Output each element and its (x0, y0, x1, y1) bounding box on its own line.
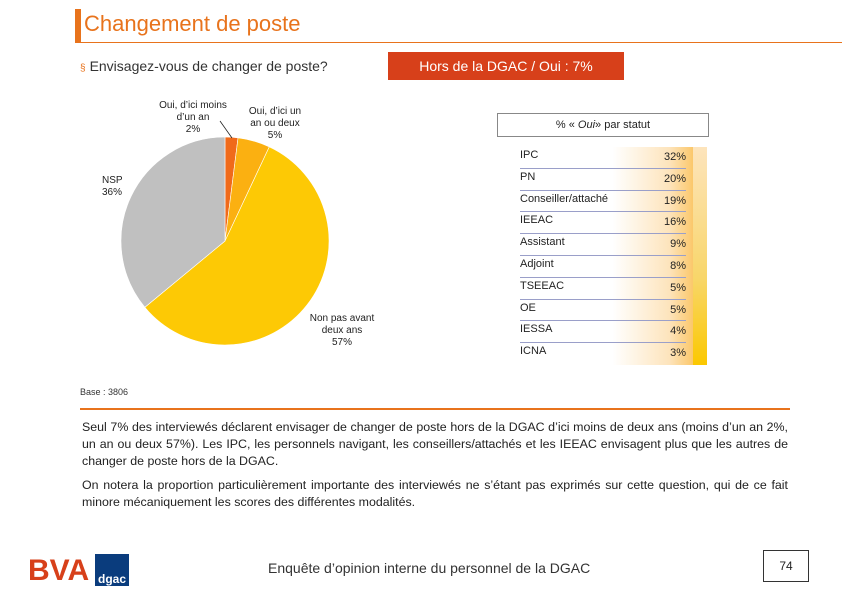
table-row-divider (520, 189, 686, 191)
table-row-divider (520, 342, 686, 344)
text-rule (80, 408, 790, 410)
pie-label-slice-1: Oui, d’ici un an ou deux 5% (248, 106, 302, 141)
bva-logo: BVA (28, 554, 89, 584)
table-row-value: 32% (663, 151, 686, 163)
table-row-value: 9% (670, 238, 686, 251)
title-accent-bar (75, 9, 81, 43)
table-row-value: 16% (663, 216, 686, 229)
page-title: Changement de poste (84, 11, 301, 36)
pie-slice-2 (144, 146, 330, 346)
table-row-value: 20% (663, 172, 686, 185)
table-row-divider (520, 167, 686, 169)
pie-label-slice-0: Oui, d’ici moins d’un an 2% (159, 100, 227, 135)
paragraph-1: Seul 7% des interviewés déclarent envisa… (82, 420, 788, 468)
table-gradient-bg (497, 147, 707, 365)
table-row-divider (520, 276, 686, 278)
table-row-divider (520, 255, 686, 256)
paragraph-2: On notera la proportion particulièrement… (82, 478, 788, 509)
base-note: Base : 3806 (80, 387, 129, 397)
table-row-value: 3% (670, 347, 686, 360)
table-row-label: IESSA (520, 323, 553, 336)
table-row-label: Conseiller/attaché (520, 192, 609, 205)
table-row-label: IEEAC (520, 214, 554, 227)
table-gradient-bar (693, 147, 707, 365)
table-row-label: IPC (520, 149, 539, 161)
table-row-value: 19% (663, 194, 686, 207)
table-row-label: TSEEAC (520, 279, 565, 292)
question: § Envisagez-vous de changer de poste? (80, 58, 328, 74)
table-row-label: Assistant (520, 236, 565, 249)
table-row-divider (520, 233, 686, 235)
svg-text:BVA: BVA (28, 554, 89, 584)
table-row-label: Adjoint (520, 258, 554, 270)
table-row-divider (520, 320, 686, 322)
page-number: 74 (763, 550, 809, 582)
title-rule (75, 42, 842, 43)
table-row-value: 5% (670, 281, 686, 294)
result-badge: Hors de la DGAC / Oui : 7% (388, 52, 624, 80)
pie-label-slice-2: Non pas avant deux ans 57% (309, 313, 375, 348)
table-row-value: 4% (670, 325, 686, 338)
table-row-divider (520, 298, 686, 300)
table-row-label: PN (520, 170, 536, 183)
table-row-label: OE (520, 301, 536, 314)
statut-table-title: % « Oui» par statut (497, 113, 709, 137)
pie-slice-3 (120, 136, 226, 308)
pie-leader-line (219, 120, 233, 139)
bullet-icon: § (80, 63, 86, 74)
dgac-logo: dgac (95, 554, 129, 586)
question-text: Envisagez-vous de changer de poste? (89, 58, 328, 74)
footer-text: Enquête d’opinion interne du personnel d… (268, 560, 591, 576)
statut-table: IPC 32% PN 20% Conseiller/attaché 19% IEEAC 16%… (497, 147, 697, 365)
pie-label-slice-3: NSP 36% (102, 175, 123, 198)
table-row-label: ICNA (520, 345, 547, 358)
table-row-value: 8% (670, 260, 686, 272)
table-row-divider (520, 211, 686, 213)
table-row-value: 5% (670, 303, 686, 316)
